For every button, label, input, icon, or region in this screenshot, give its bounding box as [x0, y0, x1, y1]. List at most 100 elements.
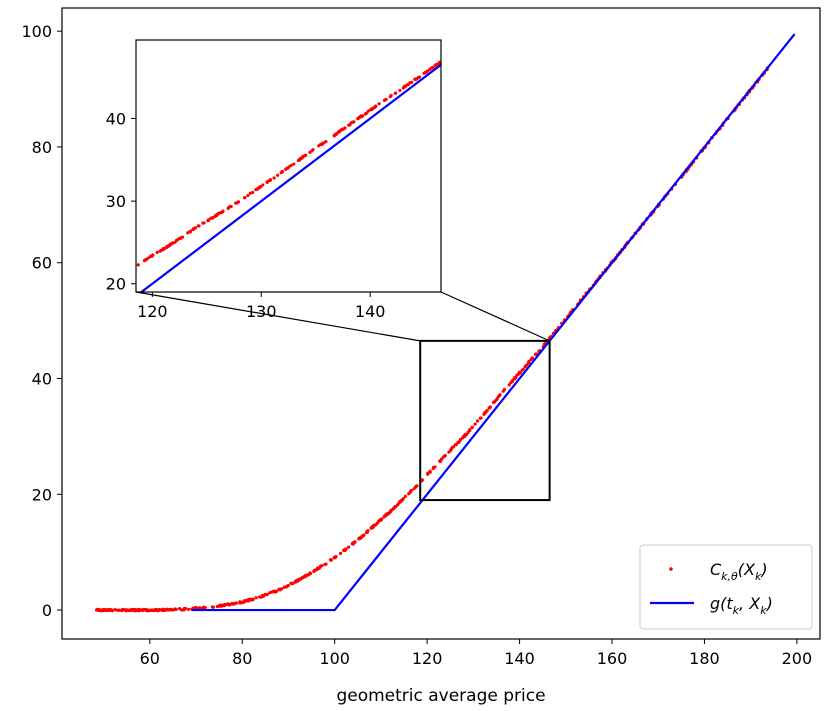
inset-scatter-point	[349, 120, 354, 125]
legend-marker-scatter	[669, 567, 673, 571]
legend-label-scatter-base: C	[710, 560, 722, 579]
scatter-point	[182, 606, 186, 611]
scatter-point	[285, 584, 289, 588]
scatter-point	[161, 608, 165, 612]
inset-scatter-point	[258, 185, 262, 189]
scatter-point	[375, 521, 379, 525]
inset-scatter-point	[265, 180, 269, 184]
x-axis-ticks: 60 80 100 120 140 160 180 200	[140, 639, 813, 668]
scatter-point	[217, 604, 221, 608]
scatter-point	[414, 484, 418, 488]
legend-label-line-base: g(t	[710, 594, 733, 613]
scatter-point	[95, 607, 99, 612]
scatter-point	[451, 445, 455, 449]
inset-x-tick-label: 130	[246, 302, 277, 321]
inset-scatter-point	[292, 162, 296, 166]
x-tick-label: 80	[232, 649, 252, 668]
scatter-point	[173, 607, 177, 611]
scatter-point	[187, 607, 191, 612]
inset-scatter-point	[364, 112, 368, 116]
inset-scatter-point	[214, 213, 218, 217]
scatter-point	[100, 609, 104, 613]
scatter-point	[512, 377, 516, 381]
main-plot-frame	[61, 7, 821, 640]
inset-scatter-point	[303, 153, 308, 157]
legend-label-scatter-sub: k,θ	[721, 570, 738, 583]
scatter-point	[270, 590, 274, 594]
scatter-point	[449, 448, 453, 452]
scatter-point	[372, 523, 376, 528]
inset-scatter-point	[394, 91, 398, 95]
scatter-point	[117, 608, 121, 612]
scatter-point	[431, 466, 435, 471]
legend-label-scatter-sub2: k	[755, 570, 762, 583]
scatter-point	[194, 606, 198, 610]
scatter-point	[246, 599, 251, 603]
scatter-point	[475, 419, 480, 423]
inset-scatter-point	[422, 71, 426, 75]
inset-y-axis-ticks: 20 30 40	[106, 109, 136, 294]
x-tick-label: 120	[412, 649, 443, 668]
inset-x-axis-ticks: 120 130 140	[137, 292, 385, 321]
scatter-point	[487, 406, 491, 410]
inset-y-tick-label: 20	[106, 275, 126, 294]
inset-scatter-point	[272, 176, 276, 180]
scatter-point	[454, 443, 458, 447]
scatter-point	[333, 555, 337, 559]
inset-scatter-point	[384, 97, 388, 102]
inset-scatter-point	[341, 127, 345, 131]
scatter-point	[168, 607, 172, 612]
legend-label-line-end: )	[766, 594, 773, 613]
inset-scatter-point	[299, 157, 303, 161]
scatter-point	[165, 608, 169, 612]
inset-scatter-point	[348, 123, 352, 127]
inset-scatter-point	[437, 61, 441, 65]
inset-scatter-point	[308, 150, 312, 155]
legend-label-line-rest: , X	[739, 594, 761, 613]
inset-scatter-point	[168, 243, 172, 247]
scatter-point	[483, 410, 488, 414]
legend-label-line: g(tk, Xk)	[710, 594, 773, 617]
inset-scatter-point	[261, 183, 265, 187]
scatter-point	[319, 564, 323, 568]
inset-scatter-point	[414, 77, 418, 82]
y-tick-label: 80	[32, 138, 52, 157]
inset-scatter-point	[373, 105, 377, 109]
inset-scatter-point	[174, 238, 179, 242]
scatter-point	[400, 498, 404, 502]
scatter-point	[177, 607, 182, 611]
inset-scatter-point	[235, 201, 239, 205]
inset-scatter-point	[434, 63, 438, 67]
x-tick-label: 200	[782, 649, 813, 668]
zoom-indicator	[135, 291, 551, 502]
scatter-point	[297, 578, 301, 582]
inset-scatter-point	[148, 254, 153, 258]
y-tick-label: 20	[32, 485, 52, 504]
scatter-point	[282, 585, 287, 589]
scatter-point	[525, 363, 529, 367]
scatter-point	[338, 551, 343, 555]
inset-scatter-point	[158, 249, 162, 253]
scatter-point	[223, 603, 227, 607]
scatter-point	[151, 608, 155, 612]
scatter-point	[120, 608, 124, 613]
scatter-point	[277, 587, 281, 591]
scatter-point	[273, 590, 277, 594]
inset-scatter-point	[401, 86, 405, 90]
scatter-point	[124, 609, 128, 613]
scatter-point	[479, 416, 483, 420]
scatter-point	[364, 530, 369, 535]
scatter-point	[369, 526, 373, 530]
inset-scatter-point	[188, 229, 192, 233]
scatter-point	[403, 494, 407, 499]
inset-scatter-point	[143, 258, 147, 262]
legend-label-scatter-end: )	[760, 560, 767, 579]
scatter-point	[343, 548, 347, 553]
scatter-point	[226, 602, 230, 607]
scatter-point	[360, 535, 364, 539]
scatter-point	[211, 605, 215, 609]
scatter-point	[290, 582, 295, 586]
inset-scatter-point	[427, 68, 432, 72]
inset-scatter-point	[162, 247, 166, 251]
inset-scatter-point	[416, 75, 421, 80]
